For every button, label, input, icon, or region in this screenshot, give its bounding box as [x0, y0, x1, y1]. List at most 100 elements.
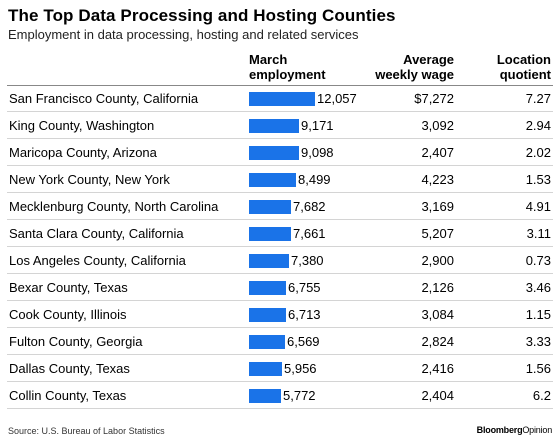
row-divider: [7, 219, 553, 220]
table-row: Cook County, Illinois 6,713 3,084 1.15: [0, 301, 560, 328]
weekly-wage-value: 2,407: [421, 145, 454, 160]
row-divider: [7, 273, 553, 274]
county-name: Mecklenburg County, North Carolina: [9, 199, 219, 214]
employment-bar: [249, 227, 291, 241]
employment-value-label: 9,098: [301, 145, 334, 160]
table-row: Dallas County, Texas 5,956 2,416 1.56: [0, 355, 560, 382]
employment-bar: [249, 389, 281, 403]
table-row: Maricopa County, Arizona 9,098 2,407 2.02: [0, 139, 560, 166]
row-divider: [7, 165, 553, 166]
location-quotient-value: 2.94: [525, 118, 551, 133]
row-divider: [7, 381, 553, 382]
column-header-wage-line1: Average: [403, 52, 454, 67]
table-row: Collin County, Texas 5,772 2,404 6.2: [0, 382, 560, 409]
county-name: Collin County, Texas: [9, 388, 127, 403]
employment-bar: [249, 362, 282, 376]
employment-bar: [249, 254, 289, 268]
weekly-wage-value: 3,084: [421, 307, 454, 322]
column-header-employment: March employment: [249, 52, 326, 82]
weekly-wage-value: $7,272: [414, 91, 454, 106]
location-quotient-value: 3.33: [525, 334, 551, 349]
brand-logo: BloombergOpinion: [476, 425, 553, 435]
employment-value-label: 6,713: [288, 307, 321, 322]
table-row: Bexar County, Texas 6,755 2,126 3.46: [0, 274, 560, 301]
column-header-location-quotient: Location quotient: [497, 52, 551, 82]
brand-bold: Bloomberg: [476, 425, 523, 435]
employment-value-label: 7,380: [291, 253, 324, 268]
employment-value-label: 5,772: [283, 388, 316, 403]
county-name: Cook County, Illinois: [9, 307, 127, 322]
column-header-lq-line1: Location: [496, 52, 551, 67]
employment-bar: [249, 173, 296, 187]
table-row: New York County, New York 8,499 4,223 1.53: [0, 166, 560, 193]
column-header-lq-line2: quotient: [499, 67, 551, 82]
employment-value-label: 8,499: [298, 172, 331, 187]
employment-value-label: 6,569: [287, 334, 320, 349]
column-header-employment-line1: March: [249, 52, 288, 67]
location-quotient-value: 6.2: [532, 388, 551, 403]
employment-value-label: 6,755: [288, 280, 321, 295]
weekly-wage-value: 3,169: [421, 199, 454, 214]
employment-bar: [249, 146, 299, 160]
column-header-employment-line2: employment: [249, 67, 326, 82]
employment-value-label: 9,171: [301, 118, 334, 133]
employment-bar: [249, 281, 286, 295]
header-divider: [7, 85, 553, 86]
column-header-wage: Average weekly wage: [375, 52, 454, 82]
location-quotient-value: 1.56: [525, 361, 551, 376]
county-name: Maricopa County, Arizona: [9, 145, 157, 160]
row-divider: [7, 408, 553, 409]
weekly-wage-value: 2,404: [421, 388, 454, 403]
employment-bar: [249, 92, 315, 106]
employment-bar: [249, 335, 285, 349]
location-quotient-value: 7.27: [525, 91, 551, 106]
county-name: Los Angeles County, California: [9, 253, 186, 268]
employment-value-label: 12,057: [317, 91, 357, 106]
county-name: Dallas County, Texas: [9, 361, 130, 376]
county-name: Santa Clara County, California: [9, 226, 184, 241]
weekly-wage-value: 2,824: [421, 334, 454, 349]
weekly-wage-value: 2,126: [421, 280, 454, 295]
location-quotient-value: 0.73: [525, 253, 551, 268]
table-row: Fulton County, Georgia 6,569 2,824 3.33: [0, 328, 560, 355]
employment-value-label: 7,682: [293, 199, 326, 214]
weekly-wage-value: 2,416: [421, 361, 454, 376]
row-divider: [7, 192, 553, 193]
employment-value-label: 5,956: [284, 361, 317, 376]
table-row: Santa Clara County, California 7,661 5,207…: [0, 220, 560, 247]
location-quotient-value: 4.91: [525, 199, 551, 214]
weekly-wage-value: 2,900: [421, 253, 454, 268]
location-quotient-value: 3.46: [525, 280, 551, 295]
row-divider: [7, 111, 553, 112]
source-note: Source: U.S. Bureau of Labor Statistics: [8, 426, 165, 436]
chart-title: The Top Data Processing and Hosting Coun…: [8, 6, 396, 25]
location-quotient-value: 3.11: [526, 226, 551, 241]
column-header-wage-line2: weekly wage: [375, 67, 454, 82]
chart-subtitle: Employment in data processing, hosting a…: [8, 27, 359, 42]
county-name: Fulton County, Georgia: [9, 334, 143, 349]
table-row: San Francisco County, California 12,057 $7…: [0, 85, 560, 112]
county-name: King County, Washington: [9, 118, 155, 133]
employment-bar: [249, 200, 291, 214]
row-divider: [7, 354, 553, 355]
county-name: Bexar County, Texas: [9, 280, 128, 295]
brand-regular: Opinion: [522, 425, 552, 435]
weekly-wage-value: 4,223: [421, 172, 454, 187]
row-divider: [7, 300, 553, 301]
county-name: New York County, New York: [9, 172, 170, 187]
weekly-wage-value: 3,092: [421, 118, 454, 133]
table-row: King County, Washington 9,171 3,092 2.94: [0, 112, 560, 139]
employment-bar: [249, 308, 286, 322]
weekly-wage-value: 5,207: [421, 226, 454, 241]
table-row: Mecklenburg County, North Carolina 7,682 3…: [0, 193, 560, 220]
county-name: San Francisco County, California: [9, 91, 199, 106]
location-quotient-value: 1.53: [525, 172, 551, 187]
location-quotient-value: 2.02: [525, 145, 551, 160]
employment-bar: [249, 119, 299, 133]
row-divider: [7, 327, 553, 328]
employment-value-label: 7,661: [293, 226, 326, 241]
row-divider: [7, 138, 553, 139]
row-divider: [7, 246, 553, 247]
table-row: Los Angeles County, California 7,380 2,900…: [0, 247, 560, 274]
location-quotient-value: 1.15: [525, 307, 551, 322]
